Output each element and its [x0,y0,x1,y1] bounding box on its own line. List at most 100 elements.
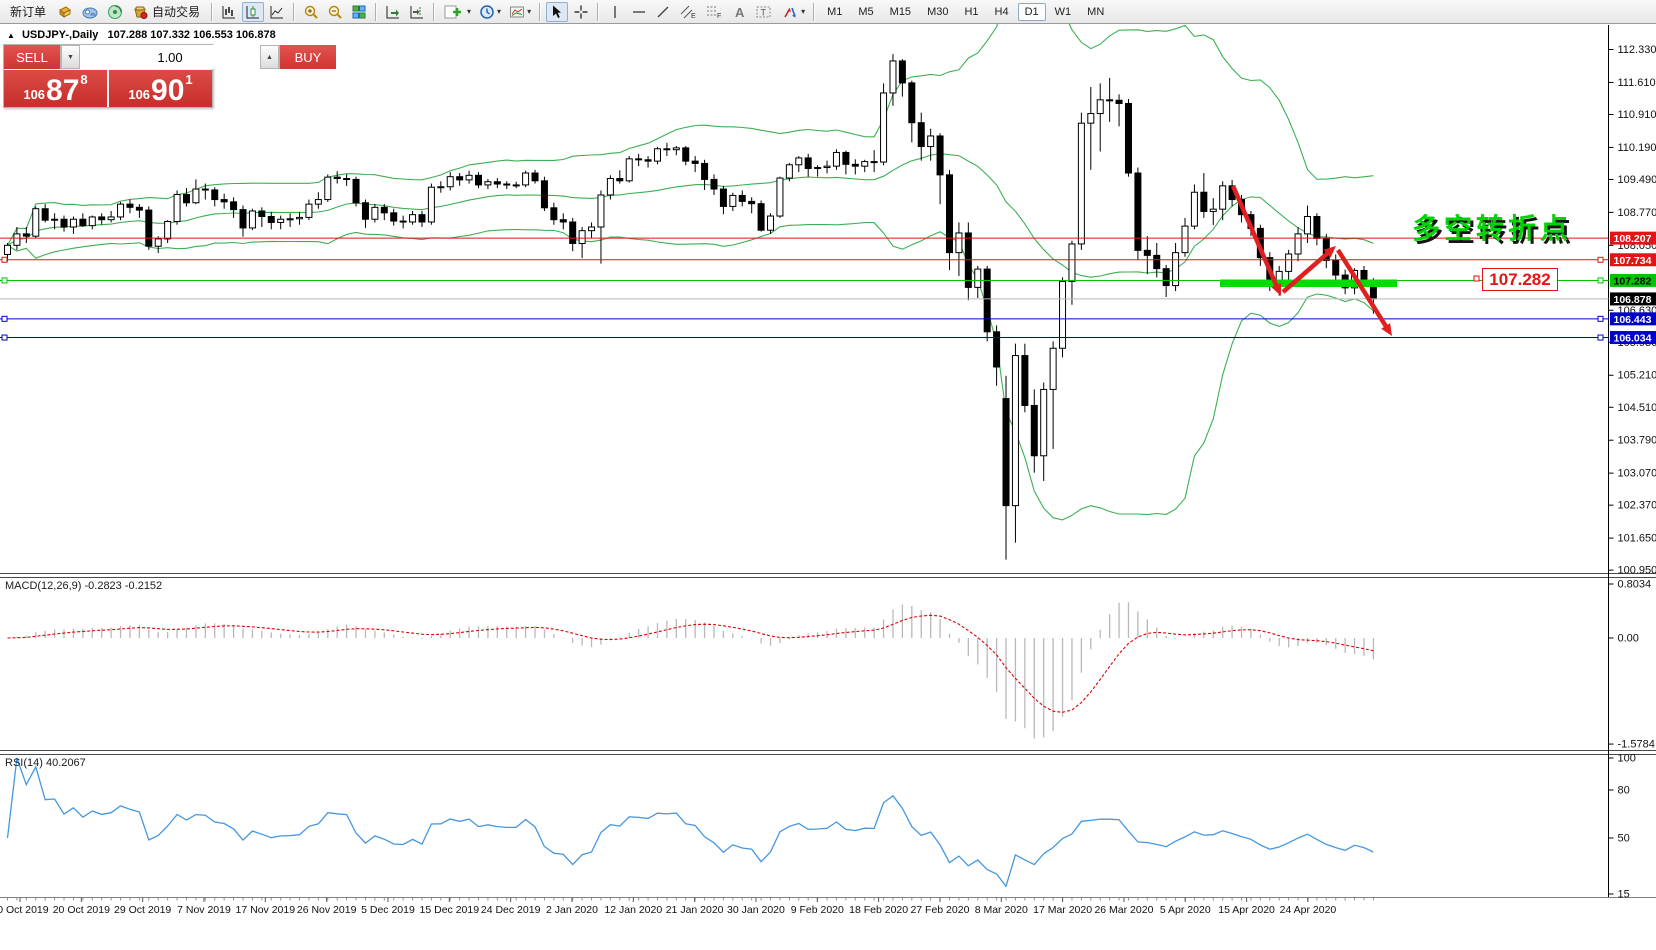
svg-text:106.443: 106.443 [1614,314,1652,326]
toolbar-separator [539,2,542,21]
price-axis-ticks: 112.330 111.610 110.910 110.190 109.490 108.7… [1608,44,1656,577]
lot-increase-button[interactable]: ▲ [260,45,279,69]
svg-text:F: F [717,13,721,20]
horizontal-line-106.443[interactable] [0,315,1609,322]
sell-quote-panel[interactable]: 106 87 8 [4,70,107,107]
svg-text:E: E [691,13,696,20]
text-icon[interactable]: A [728,2,750,22]
macd-name: MACD(12,26,9) [5,580,82,592]
one-click-trading-panel: SELL ▼ ▲ BUY 106 87 8 106 90 1 [3,44,336,108]
svg-text:80: 80 [1618,785,1630,797]
fibonacci-icon[interactable]: F [702,2,726,22]
timeframe-h1[interactable]: H1 [964,5,979,18]
candlestick-chart-icon[interactable] [242,1,265,22]
chevron-down-icon: ▾ [497,7,502,16]
text-anchor-handle[interactable] [1473,275,1480,282]
lot-stepper: ▼ ▲ [60,45,280,69]
svg-text:106.034: 106.034 [1614,333,1652,345]
collapse-panel-icon[interactable]: ▲ [7,31,15,40]
timeframe-m15[interactable]: M15 [889,5,912,18]
lot-size-input[interactable] [80,45,260,69]
svg-text:50: 50 [1618,833,1630,845]
cursor-icon[interactable] [546,1,569,22]
text-label-icon[interactable]: T [752,2,776,22]
svg-text:102.370: 102.370 [1618,500,1656,512]
horizontal-line-107.734[interactable] [0,256,1609,263]
svg-text:15: 15 [1618,889,1630,901]
support-zone-bar[interactable] [1220,279,1397,288]
svg-text:108.770: 108.770 [1618,207,1656,219]
vertical-line-icon[interactable] [604,2,626,22]
date-label: 26 Nov 2019 [297,904,357,916]
package-icon[interactable] [54,2,76,22]
macd-value: -0.2823 [84,580,122,592]
trend-arrows[interactable] [1230,185,1392,336]
toolbar-separator [375,2,378,21]
svg-text:100: 100 [1618,753,1636,765]
toolbar-separator [813,2,816,21]
date-label: 30 Jan 2020 [727,904,785,916]
timeframe-d1[interactable]: D1 [1017,2,1046,21]
date-label: 8 Mar 2020 [975,904,1028,916]
new-chart-icon[interactable]: ▾ [440,2,474,22]
time-axis: 10 Oct 2019 20 Oct 2019 29 Oct 2019 7 Nov 2… [0,897,1374,916]
svg-text:101.650: 101.650 [1618,533,1656,545]
trendline-icon[interactable] [652,2,674,22]
templates-icon[interactable]: ▾ [506,2,534,22]
svg-text:-1.5784: -1.5784 [1618,739,1655,751]
sell-price-small: 106 [23,87,46,102]
arrows-icon[interactable]: ▾ [778,2,808,22]
timeframe-h4[interactable]: H4 [994,5,1009,18]
signals-icon[interactable] [104,2,126,22]
date-label: 9 Feb 2020 [791,904,844,916]
crosshair-icon[interactable] [570,2,592,22]
new-order-button[interactable]: 新订单 [4,2,52,22]
date-label: 20 Oct 2019 [53,904,110,916]
svg-text:100.950: 100.950 [1618,565,1656,577]
chart-background [0,25,1656,950]
timeframe-m1[interactable]: M1 [827,5,843,18]
date-label: 17 Mar 2020 [1033,904,1092,916]
auto-scroll-icon[interactable] [382,2,404,22]
zoom-in-icon[interactable] [300,2,322,22]
line-chart-icon[interactable] [266,2,288,22]
timeframe-m30[interactable]: M30 [927,5,949,18]
date-label: 12 Jan 2020 [604,904,662,916]
autotrading-icon[interactable]: 自动交易 [128,2,206,22]
timeframe-w1[interactable]: W1 [1054,5,1072,18]
horizontal-line-icon[interactable] [628,2,650,22]
zoom-out-icon[interactable] [324,2,346,22]
svg-text:T: T [761,7,767,17]
timeframe-mn[interactable]: MN [1087,5,1105,18]
tile-windows-icon[interactable] [348,2,370,22]
channel-icon[interactable]: E [676,2,700,22]
turning-point-annotation[interactable]: 多空转折点 [1412,213,1573,244]
svg-text:A: A [735,5,745,20]
date-label: 17 Nov 2019 [236,904,296,916]
date-label: 18 Feb 2020 [849,904,908,916]
lot-decrease-button[interactable]: ▼ [61,45,80,69]
buy-button[interactable]: BUY [280,45,336,69]
date-label: 26 Mar 2020 [1094,904,1153,916]
svg-text:108.207: 108.207 [1614,233,1652,245]
ohlc-values: 107.288 107.332 106.553 106.878 [107,29,276,41]
date-label: 5 Dec 2019 [361,904,415,916]
rsi-axis-ticks: 100 80 50 15 [1608,753,1636,901]
autotrading-label: 自动交易 [152,5,201,19]
sell-button[interactable]: SELL [4,45,60,69]
chart-shift-icon[interactable] [406,2,428,22]
periods-icon[interactable]: ▾ [476,2,504,22]
svg-text:103.070: 103.070 [1618,468,1656,480]
price-callout-box[interactable]: 107.282 [1482,268,1558,291]
bars-chart-icon[interactable] [218,2,240,22]
buy-price-small: 106 [128,87,151,102]
bollinger-bands [7,0,1374,521]
mql5-community-icon[interactable] [78,2,102,22]
buy-quote-panel[interactable]: 106 90 1 [109,70,212,107]
horizontal-line-106.034[interactable] [0,334,1609,341]
timeframe-m5[interactable]: M5 [858,5,874,18]
sell-price-big: 87 [46,74,80,107]
rsi-indicator-label: RSI(14) 40.2067 [5,757,86,769]
